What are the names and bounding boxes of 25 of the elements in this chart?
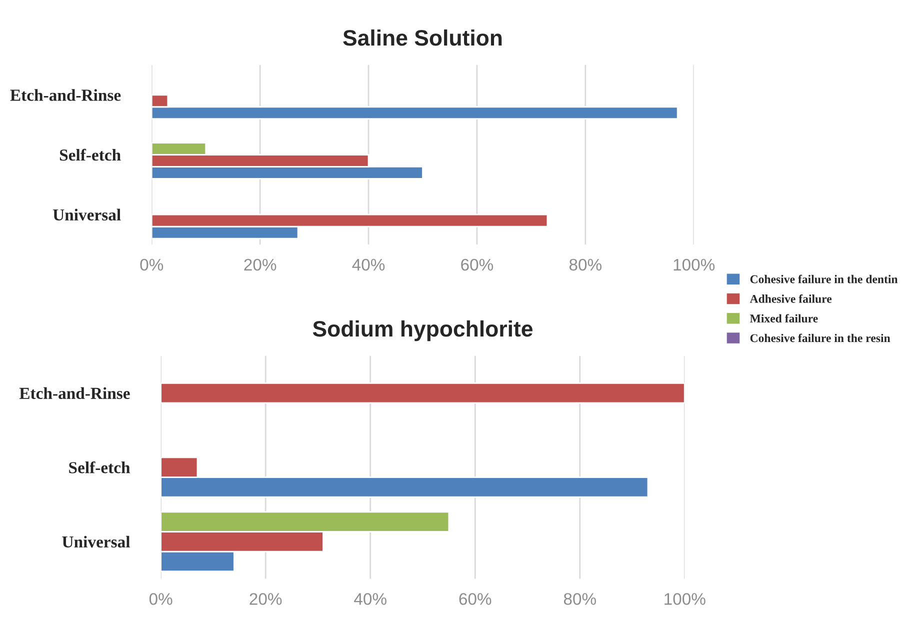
x-tick-label: 100% <box>674 258 715 271</box>
y-tick-label: Self-etch <box>69 461 130 474</box>
y-tick-label: Etch-and-Rinse <box>10 89 121 101</box>
x-tick-label: 20% <box>244 258 276 271</box>
legend-label: Cohesive failure in the dentin <box>750 274 898 284</box>
x-tick-label: 0% <box>149 593 172 605</box>
chart-title: Sodium hypochlorite <box>312 320 532 342</box>
x-tick-label: 60% <box>461 258 494 271</box>
x-tick-label: 40% <box>352 258 385 271</box>
legend-label: Mixed failure <box>750 314 818 323</box>
y-tick-label: Etch-and-Rinse <box>19 387 130 400</box>
x-tick-label: 80% <box>564 593 596 605</box>
x-tick-label: 60% <box>459 593 492 605</box>
x-tick-label: 80% <box>569 258 602 271</box>
y-tick-label: Universal <box>62 536 130 548</box>
x-tick-label: 40% <box>354 593 386 605</box>
legend-label: Cohesive failure in the resin <box>750 334 890 342</box>
chart-title: Saline Solution <box>343 29 502 46</box>
legend-label: Adhesive failure <box>750 294 832 303</box>
y-tick-label: Self-etch <box>60 148 121 161</box>
x-tick-label: 0% <box>140 258 164 271</box>
x-tick-label: 100% <box>664 593 706 605</box>
x-tick-label: 20% <box>250 593 282 605</box>
bar <box>160 382 685 404</box>
y-tick-label: Universal <box>52 208 121 221</box>
